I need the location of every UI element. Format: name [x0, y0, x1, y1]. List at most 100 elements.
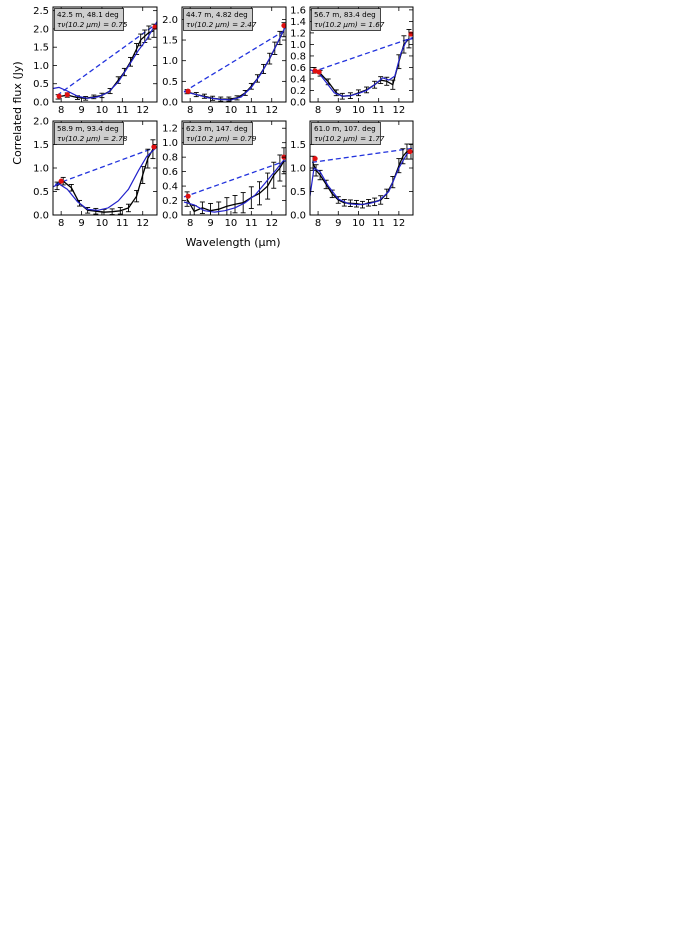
red-marker: [316, 69, 322, 75]
panel-frame: [181, 120, 287, 216]
x-tick-label: 11: [372, 105, 385, 116]
x-tick-label: 9: [335, 218, 341, 229]
panel-subtitle: τν(10.2 μm) = 2.78: [57, 134, 128, 143]
y-tick-label: 1.0: [290, 164, 306, 175]
x-tick-label: 9: [207, 218, 213, 229]
y-tick-label: 0.2: [162, 196, 178, 207]
x-tick-label: 10: [96, 105, 109, 116]
x-tick-label: 8: [187, 105, 193, 116]
x-tick-label: 9: [335, 105, 341, 116]
y-tick-label: 0.2: [290, 86, 306, 97]
panel-subtitle: τν(10.2 μm) = 1.67: [314, 20, 385, 29]
panel-2: 8 9 10 11 12 0.0 0.5 1.0 1.5 2.0 44.7 m, 4.82 degτ…: [162, 6, 287, 116]
y-tick-label: 0.5: [290, 187, 306, 198]
y-tick-label: 1.0: [290, 40, 306, 51]
model-curve: [53, 21, 157, 99]
panel-5: 8 9 10 11 12 0.0 0.2 0.4 0.6 0.8 1.0 1.2 62.3 m, 147…: [162, 120, 287, 229]
x-tick-label: 10: [352, 105, 365, 116]
model-curve: [310, 151, 413, 206]
annotation-box: [311, 122, 381, 145]
plot-area: [310, 29, 413, 100]
panel-title: 62.3 m, 147. deg: [186, 124, 248, 133]
y-tick-label: 1.5: [33, 43, 49, 54]
y-tick-label: 1.5: [33, 140, 49, 151]
y-tick-label: 0.5: [33, 187, 49, 198]
red-marker: [56, 93, 62, 99]
annotation-box: [54, 122, 124, 145]
y-tick-label: 0.8: [290, 51, 306, 62]
x-tick-label: 12: [265, 105, 278, 116]
red-marker: [312, 156, 318, 162]
y-axis-label: Correlated flux (Jy): [11, 61, 24, 164]
y-tick-label: 0.5: [33, 79, 49, 90]
y-tick-label: 2.0: [33, 24, 49, 35]
y-tick-label: 0.0: [290, 98, 306, 109]
continuum-dashed-line: [54, 146, 157, 186]
plot-area: [310, 143, 413, 209]
panel-1: 8 9 10 11 12 0.0 0.5 1.0 1.5 2.0 2.5 42.5 m, 48.1 d…: [33, 6, 158, 116]
panel-title: 58.9 m, 93.4 deg: [57, 124, 119, 133]
y-tick-label: 1.5: [290, 140, 306, 151]
y-tick-label: 0.5: [162, 77, 178, 88]
x-tick-label: 8: [58, 218, 64, 229]
x-tick-label: 10: [225, 105, 238, 116]
panel-subtitle: τν(10.2 μm) = 0.75: [57, 20, 128, 29]
data-line: [186, 160, 285, 213]
x-tick-label: 8: [315, 105, 321, 116]
red-marker: [58, 178, 64, 184]
data-line: [312, 150, 411, 206]
continuum-dashed-line: [311, 147, 413, 164]
panel-title: 61.0 m, 107. deg: [314, 124, 376, 133]
red-marker: [312, 68, 318, 74]
data-line: [313, 38, 410, 97]
y-tick-label: 1.0: [162, 138, 178, 149]
x-tick-label: 12: [136, 105, 149, 116]
panel-subtitle: τν(10.2 μm) = 1.77: [314, 134, 385, 143]
red-marker: [281, 22, 286, 29]
x-tick-label: 9: [78, 105, 84, 116]
model-curve: [183, 25, 286, 101]
y-tick-label: 0.8: [162, 153, 178, 164]
x-tick-label: 9: [207, 105, 213, 116]
panel-frame: [181, 6, 287, 103]
y-tick-label: 0.0: [162, 211, 178, 222]
continuum-dashed-line: [56, 22, 157, 96]
panel-title: 44.7 m, 4.82 deg: [186, 10, 248, 19]
x-tick-label: 11: [245, 218, 258, 229]
x-tick-label: 12: [265, 218, 278, 229]
plot-area: [183, 22, 286, 102]
panel-subtitle: τν(10.2 μm) = 2.47: [186, 20, 257, 29]
y-tick-label: 1.4: [290, 17, 306, 28]
x-tick-label: 11: [372, 218, 385, 229]
x-tick-label: 8: [187, 218, 193, 229]
x-tick-label: 12: [392, 218, 405, 229]
model-curve: [310, 38, 413, 97]
model-curve: [183, 156, 286, 213]
y-tick-label: 0.0: [290, 211, 306, 222]
x-tick-label: 10: [352, 218, 365, 229]
continuum-dashed-line: [183, 160, 286, 198]
plot-area: [183, 147, 286, 215]
y-tick-label: 2.0: [162, 15, 178, 26]
panel-title: 56.7 m, 83.4 deg: [314, 10, 376, 19]
y-tick-label: 1.5: [162, 36, 178, 47]
red-marker: [407, 148, 413, 155]
y-tick-label: 1.6: [290, 5, 306, 16]
panel-title: 42.5 m, 48.1 deg: [57, 10, 119, 19]
model-curve: [53, 146, 157, 211]
x-tick-label: 12: [392, 105, 405, 116]
annotation-box: [183, 8, 253, 31]
x-tick-label: 11: [245, 105, 258, 116]
red-marker: [152, 24, 157, 30]
plot-area: [53, 21, 157, 101]
x-tick-label: 8: [315, 218, 321, 229]
x-tick-label: 11: [116, 105, 129, 116]
y-tick-label: 1.0: [162, 56, 178, 67]
red-marker: [185, 88, 191, 94]
x-axis-label: Wavelength (μm): [185, 236, 280, 249]
panel-frame: [52, 6, 158, 103]
y-tick-label: 0.4: [290, 74, 306, 85]
annotation-box: [183, 122, 253, 145]
x-tick-label: 10: [96, 218, 109, 229]
